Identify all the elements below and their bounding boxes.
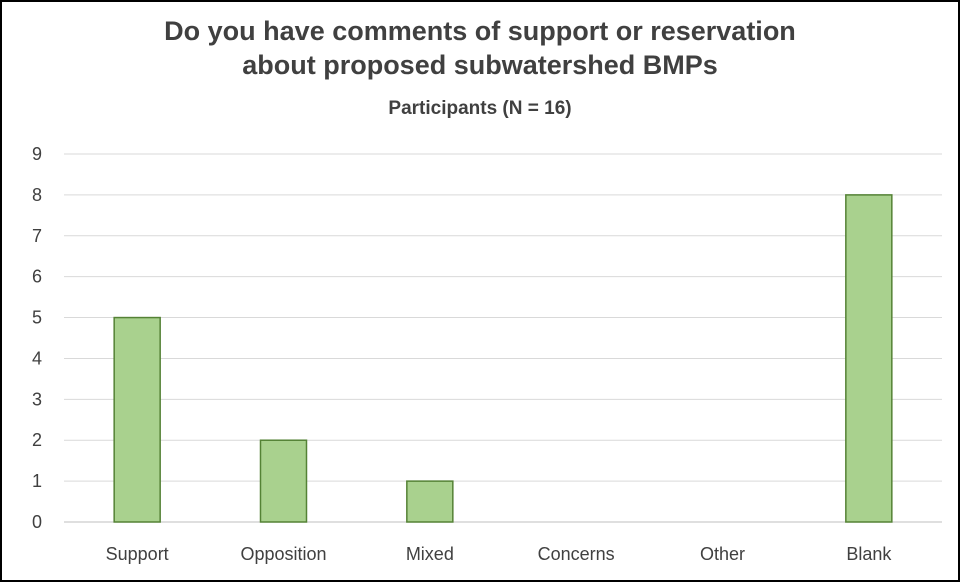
y-tick-label: 0 (32, 512, 42, 532)
x-tick-label: Concerns (538, 544, 615, 564)
x-tick-label: Opposition (240, 544, 326, 564)
bar-opposition (259, 439, 308, 523)
bar-mixed (406, 480, 454, 523)
y-tick-label: 6 (32, 267, 42, 287)
bar-blank (845, 194, 893, 523)
x-axis-ticks: Support Opposition Mixed Concerns Other Blank (106, 544, 893, 564)
y-tick-label: 1 (32, 471, 42, 491)
y-tick-label: 3 (32, 389, 42, 409)
x-tick-label: Mixed (406, 544, 454, 564)
x-tick-label: Support (106, 544, 169, 564)
chart-title-line-2: about proposed subwatershed BMPs (242, 50, 718, 80)
y-tick-label: 7 (32, 226, 42, 246)
chart-title-line-1: Do you have comments of support or reser… (164, 16, 796, 46)
y-tick-label: 2 (32, 430, 42, 450)
y-tick-label: 4 (32, 348, 42, 368)
y-tick-label: 9 (32, 144, 42, 164)
x-tick-label: Blank (846, 544, 892, 564)
x-tick-label: Other (700, 544, 745, 564)
chart-title: Do you have comments of support or reser… (2, 14, 958, 82)
y-tick-label: 5 (32, 308, 42, 328)
bars (113, 194, 893, 523)
gridlines (64, 153, 942, 523)
y-axis-ticks: 0 1 2 3 4 5 6 7 8 9 (32, 144, 42, 532)
chart-subtitle: Participants (N = 16) (388, 98, 572, 119)
bar-support (113, 316, 161, 523)
y-tick-label: 8 (32, 185, 42, 205)
